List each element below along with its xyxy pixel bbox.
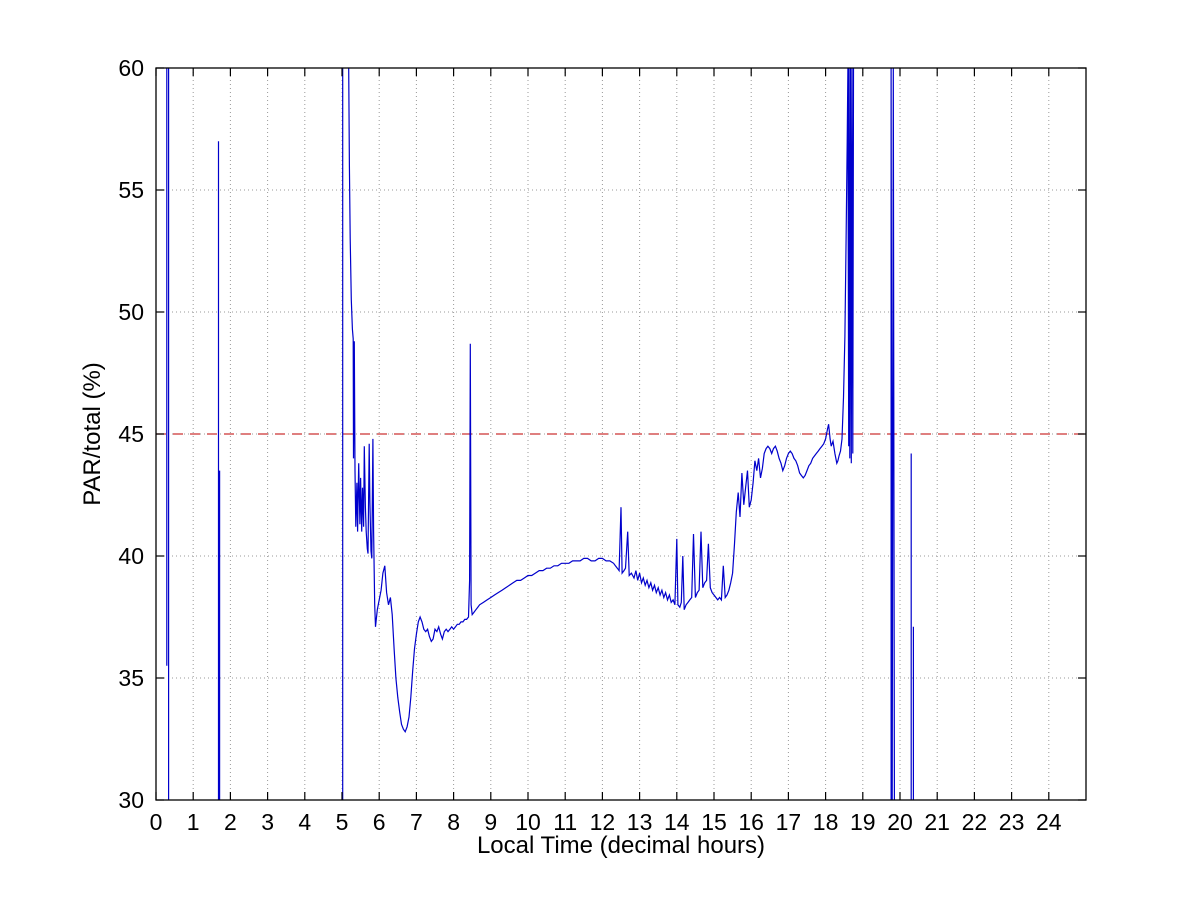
x-tick-label: 3 — [261, 809, 274, 835]
x-tick-label: 6 — [373, 809, 386, 835]
y-tick-label: 50 — [118, 299, 144, 325]
x-tick-label: 7 — [410, 809, 423, 835]
y-tick-label: 35 — [118, 665, 144, 691]
x-tick-label: 21 — [924, 809, 950, 835]
y-tick-label: 45 — [118, 421, 144, 447]
x-tick-label: 23 — [999, 809, 1025, 835]
chart-layer: 0 1 2 3 4 5 6 7 8 9 10 11 12 13 14 15 16 17 18 19 20 21 22 23 24… — [118, 55, 1087, 835]
x-tick-label: 20 — [887, 809, 913, 835]
x-tick-label: 8 — [447, 809, 460, 835]
x-tick-label: 14 — [664, 809, 690, 835]
x-tick-label: 16 — [738, 809, 764, 835]
x-tick-label: 1 — [187, 809, 200, 835]
y-tick-label: 60 — [118, 55, 144, 81]
x-tick-label: 10 — [515, 809, 541, 835]
x-tick-label: 9 — [484, 809, 497, 835]
x-tick-label: 5 — [336, 809, 349, 835]
x-tick-label: 2 — [224, 809, 237, 835]
x-tick-label: 4 — [298, 809, 311, 835]
x-tick-label: 18 — [813, 809, 839, 835]
y-tick-label: 30 — [118, 787, 144, 813]
x-tick-label: 17 — [776, 809, 802, 835]
x-axis-label: Local Time (decimal hours) — [477, 832, 765, 859]
x-tick-label: 13 — [627, 809, 653, 835]
x-tick-label: 24 — [1036, 809, 1062, 835]
x-tick-label: 19 — [850, 809, 876, 835]
x-tick-label: 15 — [701, 809, 727, 835]
x-tick-label: 11 — [553, 809, 577, 835]
x-tick-label: 12 — [590, 809, 616, 835]
series-par-total-ratio — [166, 68, 914, 800]
x-tick-label: 0 — [150, 809, 163, 835]
y-tick-label: 55 — [118, 177, 144, 203]
x-tick-label: 22 — [962, 809, 988, 835]
y-tick-label: 40 — [118, 543, 144, 569]
y-axis-label: PAR/total (%) — [79, 362, 106, 506]
